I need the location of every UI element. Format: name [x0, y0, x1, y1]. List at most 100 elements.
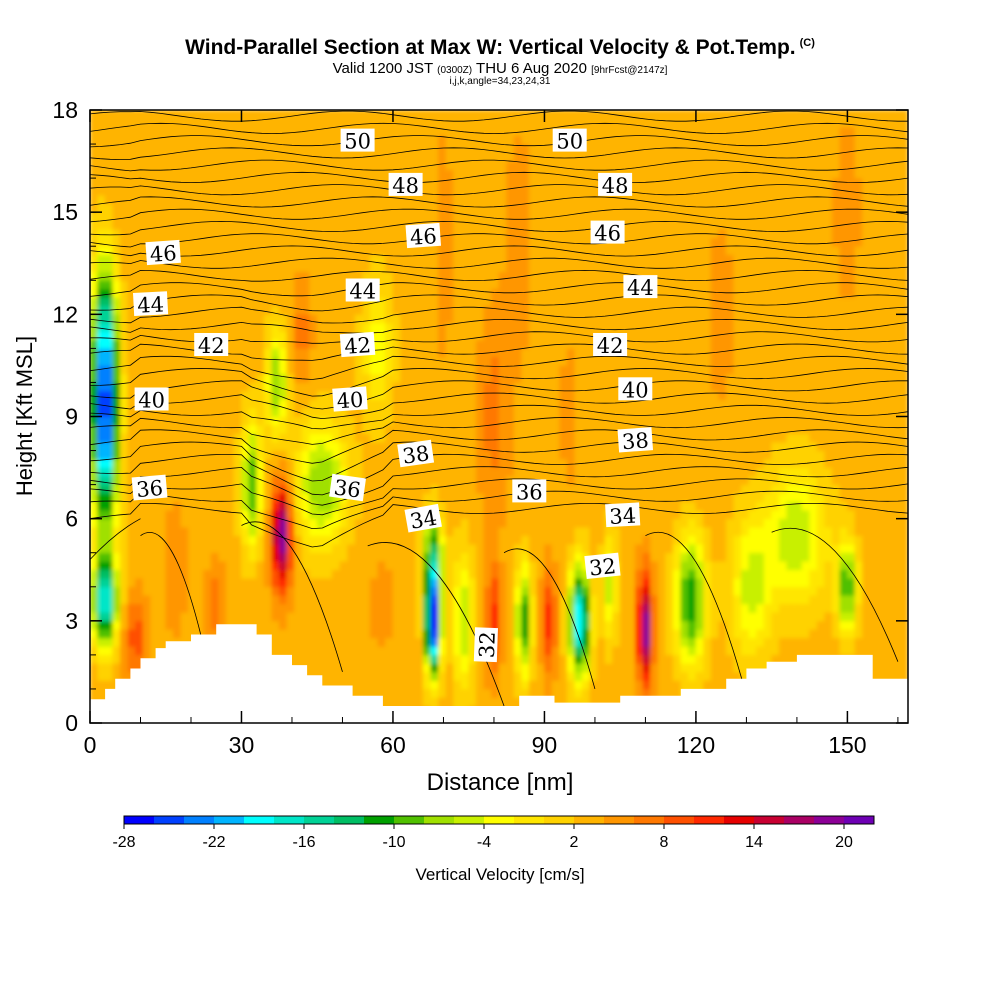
velocity-cell [794, 629, 803, 639]
velocity-cell [786, 612, 795, 622]
velocity-cell [619, 475, 629, 485]
velocity-cell [521, 637, 530, 647]
velocity-cell [718, 331, 727, 341]
velocity-cell [597, 356, 606, 366]
velocity-cell [460, 424, 470, 434]
velocity-cell [672, 467, 682, 477]
velocity-cell [612, 637, 621, 647]
velocity-cell [90, 331, 98, 341]
velocity-cell [688, 518, 697, 528]
velocity-cell [119, 424, 129, 434]
velocity-cell [415, 612, 424, 622]
velocity-cell [248, 586, 257, 596]
velocity-cell [354, 382, 363, 392]
velocity-cell [309, 365, 318, 375]
velocity-cell [877, 433, 886, 443]
velocity-cell [809, 577, 818, 588]
velocity-cell [869, 552, 879, 562]
velocity-cell [362, 518, 371, 528]
velocity-cell [748, 356, 757, 366]
velocity-cell [324, 416, 333, 426]
velocity-cell [226, 501, 235, 511]
velocity-cell [786, 629, 795, 639]
velocity-cell [551, 688, 560, 698]
velocity-cell [778, 331, 788, 341]
velocity-cell [816, 569, 825, 579]
velocity-cell [90, 407, 98, 417]
velocity-cell [385, 339, 394, 349]
velocity-cell [900, 348, 908, 358]
velocity-cell [332, 663, 341, 673]
velocity-cell [544, 348, 553, 358]
velocity-cell [362, 594, 371, 605]
velocity-cell [854, 492, 863, 502]
velocity-cell [627, 688, 636, 698]
velocity-cell [627, 365, 636, 375]
velocity-cell [445, 450, 454, 460]
velocity-cell [491, 331, 500, 341]
velocity-cell [635, 663, 644, 673]
velocity-cell [551, 484, 560, 494]
velocity-cell [271, 484, 280, 494]
velocity-cell [619, 458, 629, 468]
velocity-cell [589, 620, 598, 630]
velocity-cell [407, 680, 416, 690]
velocity-cell [778, 552, 788, 562]
velocity-cell [347, 407, 356, 417]
velocity-cell [279, 603, 288, 613]
velocity-cell [347, 518, 356, 528]
velocity-cell [135, 501, 144, 511]
velocity-cell [422, 569, 432, 579]
velocity-cell [665, 535, 674, 545]
velocity-cell [680, 373, 689, 383]
velocity-cell [112, 518, 121, 528]
velocity-cell [468, 680, 477, 690]
velocity-cell [559, 441, 568, 451]
velocity-cell [725, 577, 735, 588]
velocity-cell [695, 560, 704, 571]
velocity-cell [551, 637, 560, 647]
velocity-cell [316, 450, 326, 460]
velocity-cell [763, 612, 772, 622]
forecast-info: [9hrFcst@2147z] [591, 65, 668, 76]
velocity-cell [422, 399, 432, 409]
velocity-cell [438, 475, 447, 485]
velocity-cell [104, 458, 114, 468]
velocity-cell [392, 424, 401, 434]
velocity-cell [430, 569, 439, 579]
velocity-cell [173, 450, 182, 460]
velocity-cell [385, 697, 394, 707]
velocity-cell [582, 416, 591, 426]
velocity-cell [241, 399, 250, 409]
velocity-cell [445, 612, 454, 622]
velocity-cell [763, 646, 772, 656]
velocity-cell [248, 407, 257, 417]
velocity-cell [741, 450, 750, 460]
velocity-cell [566, 688, 576, 698]
velocity-cell [248, 560, 257, 571]
velocity-cell [165, 629, 174, 639]
velocity-cell [816, 492, 825, 502]
velocity-cell [642, 629, 651, 639]
velocity-cell [362, 560, 371, 571]
velocity-cell [869, 441, 879, 451]
velocity-cell [301, 331, 310, 341]
velocity-cell [294, 467, 303, 477]
velocity-cell [195, 322, 204, 332]
velocity-cell [801, 416, 810, 426]
velocity-cell [816, 458, 825, 468]
velocity-cell [824, 492, 833, 502]
velocity-cell [695, 569, 704, 579]
velocity-cell [385, 688, 394, 698]
velocity-cell [695, 518, 704, 528]
velocity-cell [483, 467, 492, 477]
velocity-cell [339, 365, 348, 375]
velocity-cell [422, 373, 432, 383]
velocity-cell [135, 620, 144, 630]
velocity-cell [483, 552, 492, 562]
velocity-cell [142, 450, 151, 460]
velocity-cell [551, 382, 560, 392]
velocity-cell [286, 620, 295, 630]
velocity-cell [771, 535, 780, 545]
velocity-cell [877, 467, 886, 477]
